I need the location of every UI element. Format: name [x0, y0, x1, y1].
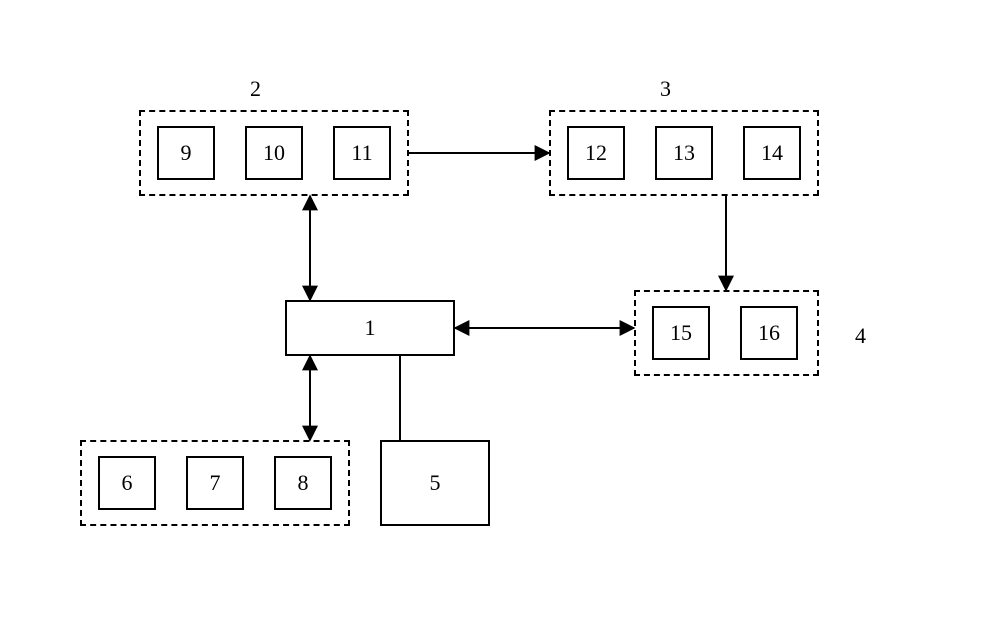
- node-1-label: 1: [365, 315, 376, 341]
- node-15: 15: [652, 306, 710, 360]
- node-15-label: 15: [670, 320, 692, 346]
- node-9-label: 9: [181, 140, 192, 166]
- node-6-label: 6: [122, 470, 133, 496]
- node-1: 1: [285, 300, 455, 356]
- node-5-label: 5: [430, 470, 441, 496]
- node-16: 16: [740, 306, 798, 360]
- node-13-label: 13: [673, 140, 695, 166]
- label-group-4: 4: [855, 325, 866, 347]
- node-8: 8: [274, 456, 332, 510]
- node-14-label: 14: [761, 140, 783, 166]
- node-5: 5: [380, 440, 490, 526]
- node-10-label: 10: [263, 140, 285, 166]
- node-6: 6: [98, 456, 156, 510]
- node-11: 11: [333, 126, 391, 180]
- node-9: 9: [157, 126, 215, 180]
- node-12: 12: [567, 126, 625, 180]
- node-7-label: 7: [210, 470, 221, 496]
- node-10: 10: [245, 126, 303, 180]
- node-12-label: 12: [585, 140, 607, 166]
- node-16-label: 16: [758, 320, 780, 346]
- label-group-3: 3: [660, 78, 671, 100]
- node-7: 7: [186, 456, 244, 510]
- node-14: 14: [743, 126, 801, 180]
- node-11-label: 11: [351, 140, 372, 166]
- node-13: 13: [655, 126, 713, 180]
- diagram-stage: 2 3 4 1 5 6 7 8 9 10 11 12 13 14 15 16: [0, 0, 1000, 623]
- node-8-label: 8: [298, 470, 309, 496]
- label-group-2: 2: [250, 78, 261, 100]
- edges-layer: [0, 0, 1000, 623]
